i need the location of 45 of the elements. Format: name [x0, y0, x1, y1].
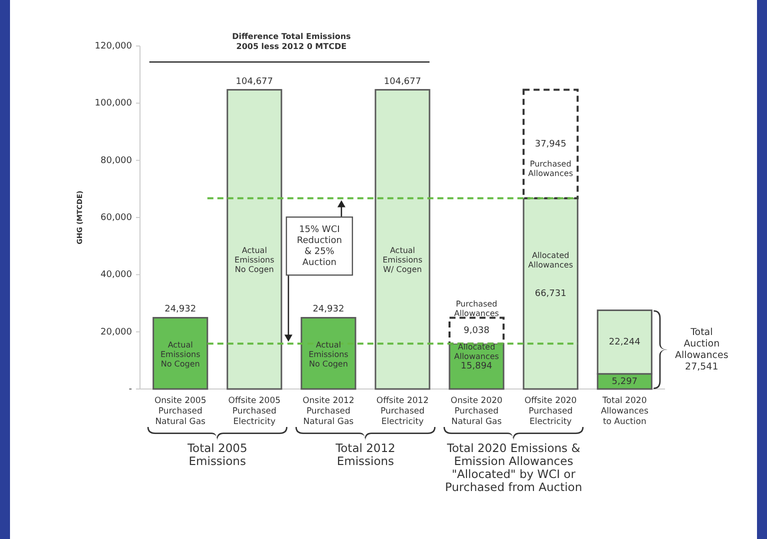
data-label: 104,677	[236, 76, 274, 87]
annotation: Purchased Allowances	[528, 160, 574, 178]
y-tick-label: 120,000	[94, 41, 132, 52]
annotation: 15% WCI Reduction & 25% Auction	[296, 225, 342, 268]
annotation: Purchased Allowances	[454, 300, 499, 318]
data-label: 24,932	[312, 304, 344, 315]
bar	[152, 316, 208, 390]
data-label: 37,945	[534, 139, 566, 150]
x-tick-label: Offsite 2005 Purchased Electricity	[228, 396, 281, 427]
text: Total Auction Allowances 27,541	[675, 326, 728, 372]
annotation: Actual Emissions W/ Cogen	[382, 246, 422, 274]
data-label: 66,731	[534, 289, 566, 300]
chart-title: Difference Total Emissions 2005 less 2012 0 MTCDE	[232, 32, 352, 52]
x-tick-label: Offsite 2020 Purchased Electricity	[524, 396, 577, 427]
annotation: Actual Emissions No Cogen	[160, 340, 200, 368]
annotation: Allocated Allowances	[454, 342, 499, 361]
x-tick-label: Onsite 2020 Purchased Natural Gas	[450, 396, 502, 427]
bar	[300, 316, 356, 390]
bar	[522, 88, 579, 200]
data-label: 15,894	[460, 362, 493, 372]
text: Total 2005 Emissions	[186, 441, 248, 468]
data-label: 22,244	[608, 338, 641, 348]
text: Total 2020 Emissions & Emission Allowances "Allocated" by WCI or Purchased from Auction	[445, 441, 582, 494]
x-tick-label: Offsite 2012 Purchased Electricity	[376, 396, 429, 427]
data-label: 9,038	[464, 326, 490, 336]
bar	[374, 89, 430, 390]
y-tick-label: 20,000	[100, 327, 132, 338]
x-tick-label: Onsite 2005 Purchased Natural Gas	[154, 396, 206, 427]
x-tick-label: Total 2020 Allowances to Auction	[600, 396, 650, 427]
annotation: Actual Emissions No Cogen	[234, 246, 274, 274]
bar	[522, 198, 578, 390]
y-tick-label: 60,000	[100, 212, 132, 223]
data-label: 104,677	[384, 76, 422, 87]
bar	[448, 316, 505, 345]
data-label: 24,932	[164, 304, 196, 315]
data-label: 5,297	[612, 376, 638, 387]
x-tick-label: Onsite 2012 Purchased Natural Gas	[302, 396, 354, 427]
bar	[226, 89, 282, 390]
annotation: Allocated Allowances	[528, 250, 574, 270]
y-tick-label: -	[128, 384, 132, 394]
y-tick-label: 80,000	[100, 156, 132, 166]
annotation: Actual Emissions No Cogen	[308, 340, 348, 368]
y-tick-label: 100,000	[94, 98, 132, 109]
y-tick-label: 40,000	[100, 270, 132, 280]
text: Total 2012 Emissions	[334, 441, 396, 468]
